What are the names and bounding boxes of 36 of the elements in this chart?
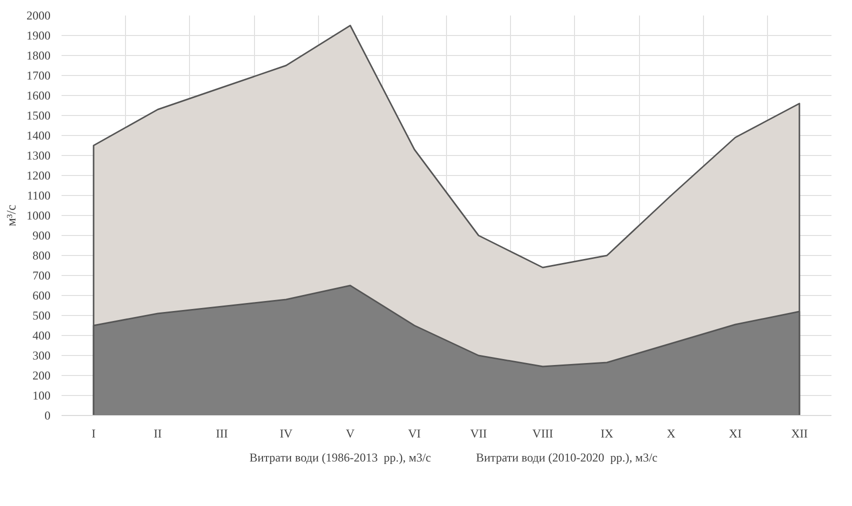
text: Витрати води (2010-2020 рр.), м3/с — [476, 450, 658, 466]
x-tick-label: XI — [728, 426, 742, 440]
x-tick-label: II — [154, 426, 162, 440]
text: Витрати води (1986-2013 рр.), м3/с — [249, 450, 431, 466]
y-tick-label: 1400 — [26, 128, 50, 142]
y-tick-label: 1200 — [26, 168, 50, 182]
x-tick-label: IV — [280, 426, 293, 440]
y-tick-label: 1500 — [26, 108, 50, 122]
y-tick-label: 0 — [44, 408, 50, 422]
y-tick-label: 800 — [32, 248, 50, 262]
y-tick-label: 300 — [32, 348, 50, 362]
x-tick-label: VI — [408, 426, 421, 440]
y-tick-label: 400 — [32, 328, 50, 342]
y-tick-label: 500 — [32, 308, 50, 322]
y-tick-label: 200 — [32, 368, 50, 382]
x-tick-label: VII — [470, 426, 487, 440]
x-tick-label: V — [346, 426, 355, 440]
x-tick-label: III — [216, 426, 228, 440]
x-tick-label: VIII — [532, 426, 554, 440]
y-axis-title: м³/с — [4, 204, 18, 226]
x-tick-label: X — [666, 426, 676, 440]
x-tick-label: XII — [791, 426, 808, 440]
x-tick-label: IX — [600, 426, 614, 440]
y-tick-label: 900 — [32, 228, 50, 242]
y-tick-label: 1000 — [26, 208, 50, 222]
y-tick-label: 2000 — [26, 8, 50, 22]
y-tick-label: 1700 — [26, 68, 50, 82]
y-tick-label: 1900 — [26, 28, 50, 42]
y-tick-label: 700 — [32, 268, 50, 282]
y-tick-label: 1600 — [26, 88, 50, 102]
y-tick-label: 600 — [32, 288, 50, 302]
x-tick-label: I — [92, 426, 96, 440]
y-tick-label: 1100 — [26, 188, 51, 202]
y-tick-label: 1300 — [26, 148, 50, 162]
y-tick-label: 1800 — [26, 48, 50, 62]
y-tick-label: 100 — [32, 388, 50, 402]
